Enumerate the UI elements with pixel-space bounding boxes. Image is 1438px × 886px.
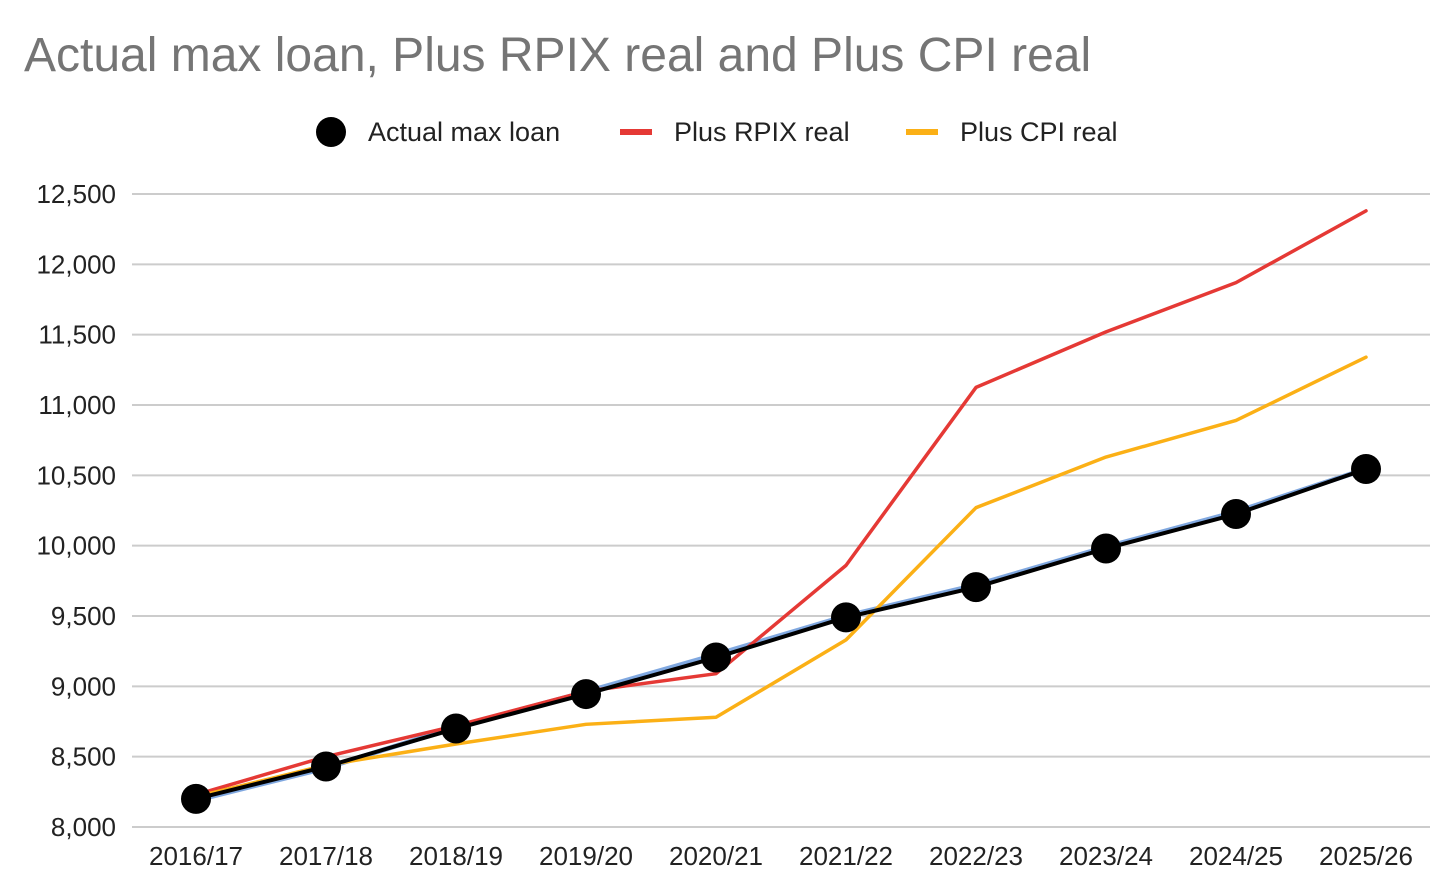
data-point-marker <box>311 751 341 782</box>
y-tick-label: 8,000 <box>51 812 116 842</box>
y-tick-label: 9,500 <box>51 601 116 631</box>
x-tick-label: 2023/24 <box>1059 841 1153 871</box>
x-tick-label: 2024/25 <box>1189 841 1283 871</box>
x-tick-label: 2016/17 <box>149 841 243 871</box>
legend-line-red-icon <box>620 129 652 135</box>
legend-item-plus-rpix-real[interactable]: Plus RPIX real <box>620 112 850 152</box>
chart-title: Actual max loan, Plus RPIX real and Plus… <box>24 29 1092 82</box>
legend-marker-dot-icon <box>316 117 346 147</box>
legend-label: Plus CPI real <box>960 116 1118 147</box>
data-point-marker <box>701 642 731 673</box>
series-markers <box>181 454 1381 814</box>
data-point-marker <box>1351 454 1381 485</box>
series-line-3 <box>193 466 1369 803</box>
y-axis-ticks: 8,000 8,500 9,000 9,500 10,000 10,500 11,000 11… <box>36 179 116 842</box>
legend-label: Actual max loan <box>368 116 561 147</box>
y-tick-label: 9,000 <box>51 671 116 701</box>
y-tick-label: 11,000 <box>38 390 116 420</box>
data-point-marker <box>441 713 471 744</box>
legend: Actual max loan Plus RPIX real Plus CPI … <box>0 112 1438 152</box>
series-lines <box>193 209 1369 803</box>
x-tick-label: 2019/20 <box>539 841 633 871</box>
y-tick-label: 12,000 <box>36 249 116 279</box>
x-axis-ticks: 2016/17 2017/18 2018/19 2019/20 2020/21 2021/… <box>149 841 1413 871</box>
series-line-2 <box>194 355 1368 799</box>
y-tick-label: 11,500 <box>38 320 116 350</box>
legend-item-plus-cpi-real[interactable]: Plus CPI real <box>906 112 1118 152</box>
x-tick-label: 2022/23 <box>929 841 1023 871</box>
y-tick-label: 12,500 <box>36 179 116 209</box>
data-point-marker <box>1091 533 1121 564</box>
series-line-0 <box>194 467 1368 801</box>
y-tick-label: 8,500 <box>51 742 116 772</box>
data-point-marker <box>571 679 601 710</box>
x-tick-label: 2020/21 <box>669 841 763 871</box>
gridlines <box>132 193 1430 828</box>
x-tick-label: 2025/26 <box>1319 841 1413 871</box>
y-tick-label: 10,000 <box>36 531 116 561</box>
x-tick-label: 2021/22 <box>799 841 893 871</box>
data-point-marker <box>1221 499 1251 530</box>
series-line-1 <box>194 209 1368 797</box>
legend-label: Plus RPIX real <box>674 116 850 147</box>
data-point-marker <box>831 602 861 633</box>
x-tick-label: 2017/18 <box>279 841 373 871</box>
data-point-marker <box>961 572 991 603</box>
legend-line-yellow-icon <box>906 129 938 135</box>
x-tick-label: 2018/19 <box>409 841 503 871</box>
y-tick-label: 10,500 <box>36 460 116 490</box>
legend-item-actual-max-loan[interactable]: Actual max loan <box>316 112 560 152</box>
data-point-marker <box>181 783 211 814</box>
